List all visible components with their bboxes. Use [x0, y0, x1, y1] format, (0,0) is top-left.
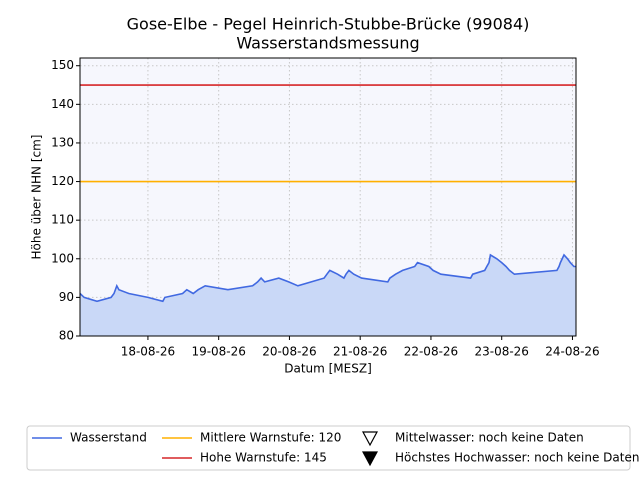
legend-marker: [361, 431, 379, 447]
legend-label: Wasserstand: [70, 431, 147, 445]
legend-marker: [361, 451, 379, 467]
y-tick-label: 150: [51, 58, 74, 72]
y-tick-label: 130: [51, 135, 74, 149]
x-tick-label: 21-08-26: [333, 345, 387, 359]
x-tick-label: 22-08-26: [404, 345, 458, 359]
legend-box: [26, 425, 631, 471]
x-tick-label: 19-08-26: [191, 345, 245, 359]
y-axis-label: Höhe über NHN [cm]: [30, 135, 44, 260]
line: [79, 253, 576, 303]
chart-subtitle: Wasserstandsmessung: [236, 34, 419, 53]
y-tick-label: 80: [59, 329, 74, 343]
y-tick-label: 110: [51, 213, 74, 227]
legend-label: Höchstes Hochwasser: noch keine Daten: [395, 451, 639, 465]
x-tick-label: 20-08-26: [262, 345, 316, 359]
x-tick-label: 18-08-26: [121, 345, 175, 359]
plot-frame: [79, 57, 577, 337]
x-axis-label: Datum [MESZ]: [284, 362, 372, 376]
legend-label: Mittelwasser: noch keine Daten: [395, 431, 584, 445]
y-tick-label: 90: [59, 290, 74, 304]
y-tick-label: 120: [51, 174, 74, 188]
x-tick-label: 23-08-26: [474, 345, 528, 359]
x-tick-label: 24-08-26: [545, 345, 599, 359]
legend-label: Mittlere Warnstufe: 120: [200, 431, 341, 445]
chart-title: Gose-Elbe - Pegel Heinrich-Stubbe-Brücke…: [127, 15, 530, 34]
y-tick-label: 100: [51, 251, 74, 265]
legend-label: Hohe Warnstufe: 145: [200, 451, 327, 465]
y-tick-label: 140: [51, 97, 74, 111]
area: [80, 254, 576, 336]
